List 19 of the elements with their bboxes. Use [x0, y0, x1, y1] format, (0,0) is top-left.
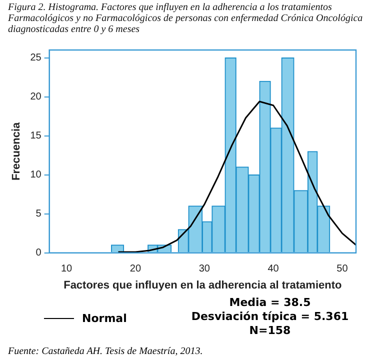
- x-tick-label: 10: [60, 264, 73, 275]
- x-tick-label: 30: [198, 264, 210, 275]
- y-axis-title: Frecuencia: [10, 121, 23, 180]
- x-tick-label: 20: [130, 264, 142, 275]
- source-note: Fuente: Castañeda AH. Tesis de Maestría, 2013.: [8, 346, 203, 357]
- legend-label: Normal: [82, 312, 127, 325]
- text: N=158: [248, 324, 292, 338]
- text: Media = 38.5: [228, 296, 312, 310]
- x-axis-title: Factores que influyen en la adherencia al tratamiento: [64, 279, 342, 292]
- y-tick-label: 15: [30, 130, 42, 142]
- x-tick-label: 50: [336, 264, 348, 275]
- y-tick-label: 25: [30, 52, 42, 64]
- x-tick-label: 40: [268, 264, 280, 275]
- y-tick-label: 0: [36, 248, 42, 259]
- y-tick-label: 20: [30, 92, 42, 103]
- chart-title: Figura 2. Histograma. Factores que influyen en la adherencia a los tratamientos Farmacológicos y no Farmacológicos de personas con enfermedad Crónica Oncológica diagnosticadas entre 0 y 6 meses: [8, 2, 364, 35]
- y-tick-label: 5: [36, 208, 42, 220]
- text: Desviación típica = 5.361: [190, 310, 350, 324]
- y-tick-label: 10: [30, 170, 42, 181]
